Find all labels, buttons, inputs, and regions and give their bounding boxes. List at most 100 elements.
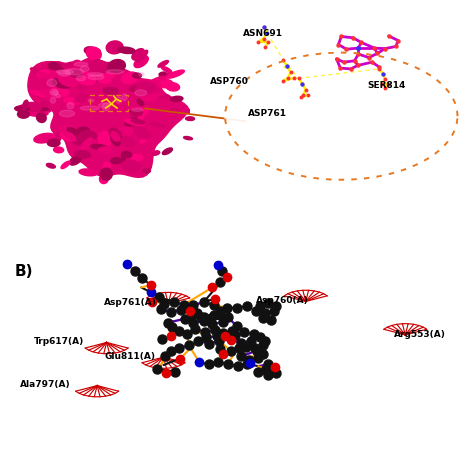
- Text: Arg553(A): Arg553(A): [393, 330, 446, 339]
- Ellipse shape: [161, 66, 172, 73]
- Ellipse shape: [110, 158, 122, 164]
- Ellipse shape: [45, 134, 61, 143]
- Ellipse shape: [159, 95, 169, 99]
- Ellipse shape: [34, 133, 55, 143]
- Ellipse shape: [98, 147, 112, 153]
- Text: ASN691: ASN691: [243, 29, 283, 38]
- Ellipse shape: [166, 82, 180, 91]
- Ellipse shape: [61, 132, 75, 141]
- Ellipse shape: [103, 162, 110, 170]
- Ellipse shape: [153, 84, 161, 88]
- Ellipse shape: [128, 108, 149, 116]
- Ellipse shape: [106, 70, 124, 74]
- Ellipse shape: [67, 103, 74, 109]
- Ellipse shape: [98, 73, 115, 78]
- Text: B): B): [14, 264, 33, 279]
- Ellipse shape: [121, 72, 138, 83]
- Ellipse shape: [90, 60, 106, 73]
- Ellipse shape: [121, 152, 132, 158]
- Ellipse shape: [61, 69, 80, 80]
- Ellipse shape: [133, 73, 141, 78]
- Ellipse shape: [137, 50, 148, 62]
- Ellipse shape: [72, 74, 82, 80]
- Ellipse shape: [59, 110, 75, 117]
- Ellipse shape: [28, 110, 48, 116]
- Ellipse shape: [98, 131, 110, 142]
- Ellipse shape: [15, 106, 29, 111]
- Ellipse shape: [70, 155, 82, 165]
- Ellipse shape: [30, 107, 49, 111]
- Ellipse shape: [186, 117, 194, 120]
- Ellipse shape: [129, 109, 143, 116]
- Ellipse shape: [58, 75, 78, 87]
- Ellipse shape: [40, 90, 62, 98]
- Ellipse shape: [183, 137, 192, 140]
- Ellipse shape: [64, 62, 75, 66]
- Ellipse shape: [111, 134, 120, 146]
- Ellipse shape: [73, 60, 81, 65]
- Ellipse shape: [46, 164, 55, 168]
- Ellipse shape: [225, 53, 457, 180]
- Text: Ala797(A): Ala797(A): [20, 380, 70, 389]
- Ellipse shape: [56, 70, 73, 74]
- Ellipse shape: [102, 103, 109, 111]
- Ellipse shape: [152, 151, 160, 155]
- Ellipse shape: [135, 90, 147, 96]
- Ellipse shape: [81, 66, 89, 72]
- Ellipse shape: [48, 63, 60, 70]
- Ellipse shape: [88, 75, 104, 80]
- Ellipse shape: [100, 168, 112, 180]
- Ellipse shape: [30, 68, 49, 77]
- Ellipse shape: [70, 70, 82, 78]
- Ellipse shape: [92, 60, 104, 71]
- Ellipse shape: [109, 128, 121, 140]
- Ellipse shape: [132, 49, 145, 60]
- Text: Asp760(A): Asp760(A): [255, 296, 309, 305]
- Ellipse shape: [31, 91, 50, 97]
- Ellipse shape: [41, 101, 50, 106]
- Ellipse shape: [53, 79, 71, 88]
- Ellipse shape: [91, 145, 107, 149]
- Ellipse shape: [47, 139, 60, 146]
- Ellipse shape: [76, 75, 86, 81]
- Ellipse shape: [98, 138, 110, 148]
- Ellipse shape: [109, 60, 126, 72]
- Ellipse shape: [129, 85, 139, 91]
- Ellipse shape: [36, 113, 46, 122]
- Ellipse shape: [77, 73, 96, 85]
- Ellipse shape: [122, 94, 127, 100]
- Ellipse shape: [56, 67, 67, 74]
- Ellipse shape: [18, 110, 29, 118]
- Ellipse shape: [61, 161, 70, 169]
- Ellipse shape: [47, 62, 63, 70]
- Ellipse shape: [99, 79, 111, 83]
- Ellipse shape: [23, 100, 28, 110]
- Text: Trp617(A): Trp617(A): [34, 337, 84, 346]
- Ellipse shape: [103, 87, 118, 94]
- Ellipse shape: [54, 147, 64, 153]
- Ellipse shape: [150, 123, 165, 127]
- Ellipse shape: [38, 72, 53, 79]
- Ellipse shape: [77, 127, 90, 134]
- Ellipse shape: [50, 89, 58, 95]
- Ellipse shape: [139, 73, 144, 76]
- Ellipse shape: [99, 103, 111, 108]
- Ellipse shape: [132, 109, 143, 111]
- Ellipse shape: [75, 94, 87, 102]
- Ellipse shape: [49, 70, 59, 75]
- Text: Asp761(A): Asp761(A): [104, 298, 157, 307]
- Polygon shape: [28, 58, 189, 177]
- Ellipse shape: [133, 50, 145, 60]
- Ellipse shape: [75, 151, 91, 158]
- Ellipse shape: [166, 70, 184, 78]
- Ellipse shape: [67, 128, 80, 137]
- Ellipse shape: [131, 119, 145, 124]
- Ellipse shape: [142, 94, 161, 101]
- Ellipse shape: [140, 140, 146, 143]
- Ellipse shape: [130, 126, 147, 134]
- Ellipse shape: [125, 118, 141, 128]
- Ellipse shape: [137, 99, 144, 106]
- Ellipse shape: [95, 61, 109, 74]
- Ellipse shape: [159, 73, 171, 79]
- Text: ASP760: ASP760: [210, 77, 249, 85]
